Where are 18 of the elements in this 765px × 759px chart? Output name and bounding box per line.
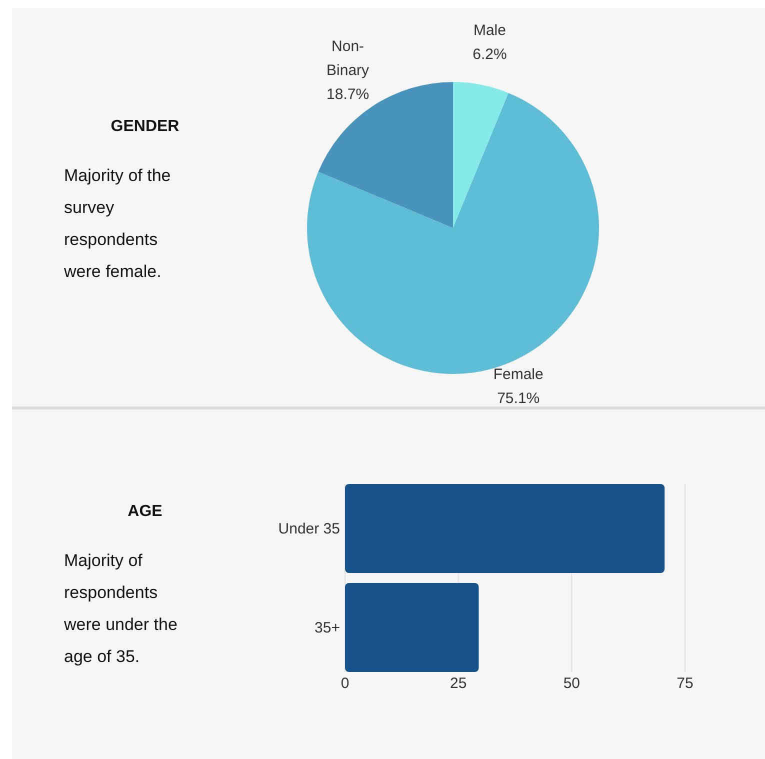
text: AGE <box>128 503 163 520</box>
slice-label: Male <box>473 22 506 39</box>
text: GENDER <box>110 118 180 135</box>
data-label: 75.1% <box>497 390 540 407</box>
text: Majority of the survey respondents were female. <box>63 166 171 281</box>
x-tick-label: 25 <box>450 675 467 692</box>
y-tick-label: Under 35 <box>278 520 340 538</box>
y-tick-label: 35+ <box>314 619 340 636</box>
pie-slice <box>318 82 453 228</box>
x-tick-label: 0 <box>340 675 350 692</box>
data-label: 18.7% <box>326 86 370 104</box>
text: Majority of respondents were under the age of 35. <box>63 551 178 666</box>
slice-label: Female <box>493 366 544 383</box>
slice-label: Non-Binary <box>326 38 370 80</box>
pie-slice <box>453 82 508 228</box>
x-tick-label: 75 <box>676 675 694 692</box>
data-label: 6.2% <box>472 46 507 63</box>
x-tick-label: 50 <box>563 675 580 692</box>
